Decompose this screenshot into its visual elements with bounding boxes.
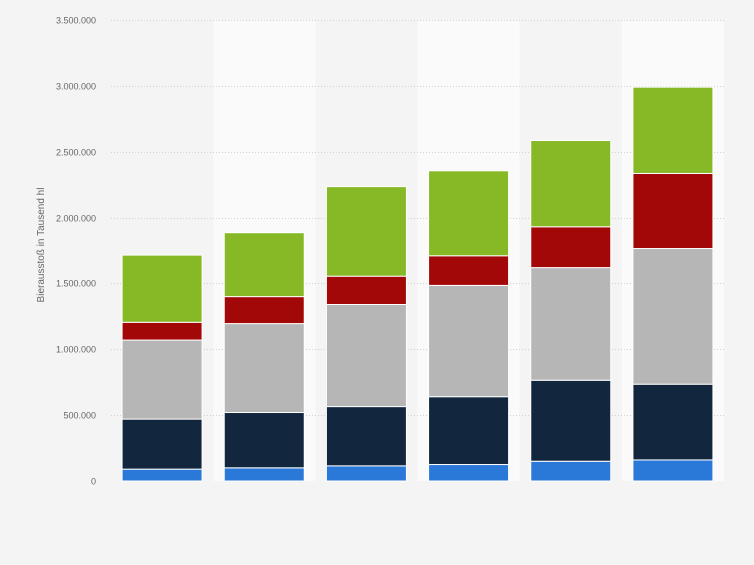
bar-segment: [428, 464, 510, 482]
bar-segment: [325, 406, 407, 467]
y-tick-label: 0: [91, 477, 96, 487]
bar-segment: [223, 412, 305, 469]
bar-segment: [223, 232, 305, 298]
bar-segment: [223, 467, 305, 482]
bar-segment: [632, 248, 714, 385]
y-tick-label: 2.000.000: [56, 214, 96, 224]
y-tick-label: 3.000.000: [56, 82, 96, 92]
bar-segment: [121, 254, 203, 323]
bar-segment: [325, 304, 407, 408]
bar-segment: [428, 170, 510, 257]
bar-segment: [428, 255, 510, 286]
bars: [121, 86, 714, 482]
bar-segment: [223, 323, 305, 414]
bar-segment: [121, 321, 203, 341]
bar-segment: [632, 86, 714, 174]
bar-segment: [121, 418, 203, 470]
bar-segment: [632, 383, 714, 461]
bar-segment: [121, 468, 203, 482]
y-axis-title: Bierausstoß in Tausend hl: [36, 188, 47, 303]
bar-segment: [530, 379, 612, 462]
bar-segment: [223, 296, 305, 325]
y-tick-label: 1.000.000: [56, 345, 96, 355]
bar-segment: [632, 459, 714, 482]
y-tick-label: 1.500.000: [56, 279, 96, 289]
y-tick-label: 2.500.000: [56, 148, 96, 158]
bar-segment: [530, 226, 612, 269]
bar-segment: [325, 275, 407, 305]
bar-segment: [121, 339, 203, 420]
bar-segment: [530, 140, 612, 228]
bar-segment: [632, 172, 714, 250]
bar-segment: [428, 396, 510, 466]
y-tick-label: 500.000: [63, 411, 96, 421]
bar-segment: [530, 460, 612, 482]
bar-segment: [530, 267, 612, 381]
y-tick-label: 3.500.000: [56, 16, 96, 26]
bar-segment: [325, 465, 407, 482]
bar-segment: [428, 284, 510, 398]
bar-segment: [325, 186, 407, 277]
gridlines: [111, 20, 724, 416]
y-axis-ticks: 0 500.000 1.000.000 1.500.000 2.000.000 2.500…: [56, 16, 96, 487]
